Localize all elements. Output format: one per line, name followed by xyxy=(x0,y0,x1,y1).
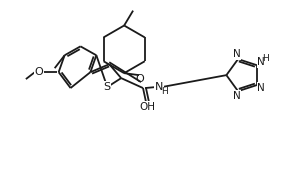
Text: N: N xyxy=(155,82,163,92)
Text: H: H xyxy=(162,87,168,96)
Text: N: N xyxy=(257,57,265,67)
Text: S: S xyxy=(104,82,111,92)
Text: O: O xyxy=(136,74,144,84)
Text: O: O xyxy=(34,67,43,77)
Text: N: N xyxy=(257,83,265,93)
Text: N: N xyxy=(233,91,240,101)
Text: H: H xyxy=(262,54,269,63)
Text: N: N xyxy=(233,49,240,59)
Text: OH: OH xyxy=(139,102,155,112)
